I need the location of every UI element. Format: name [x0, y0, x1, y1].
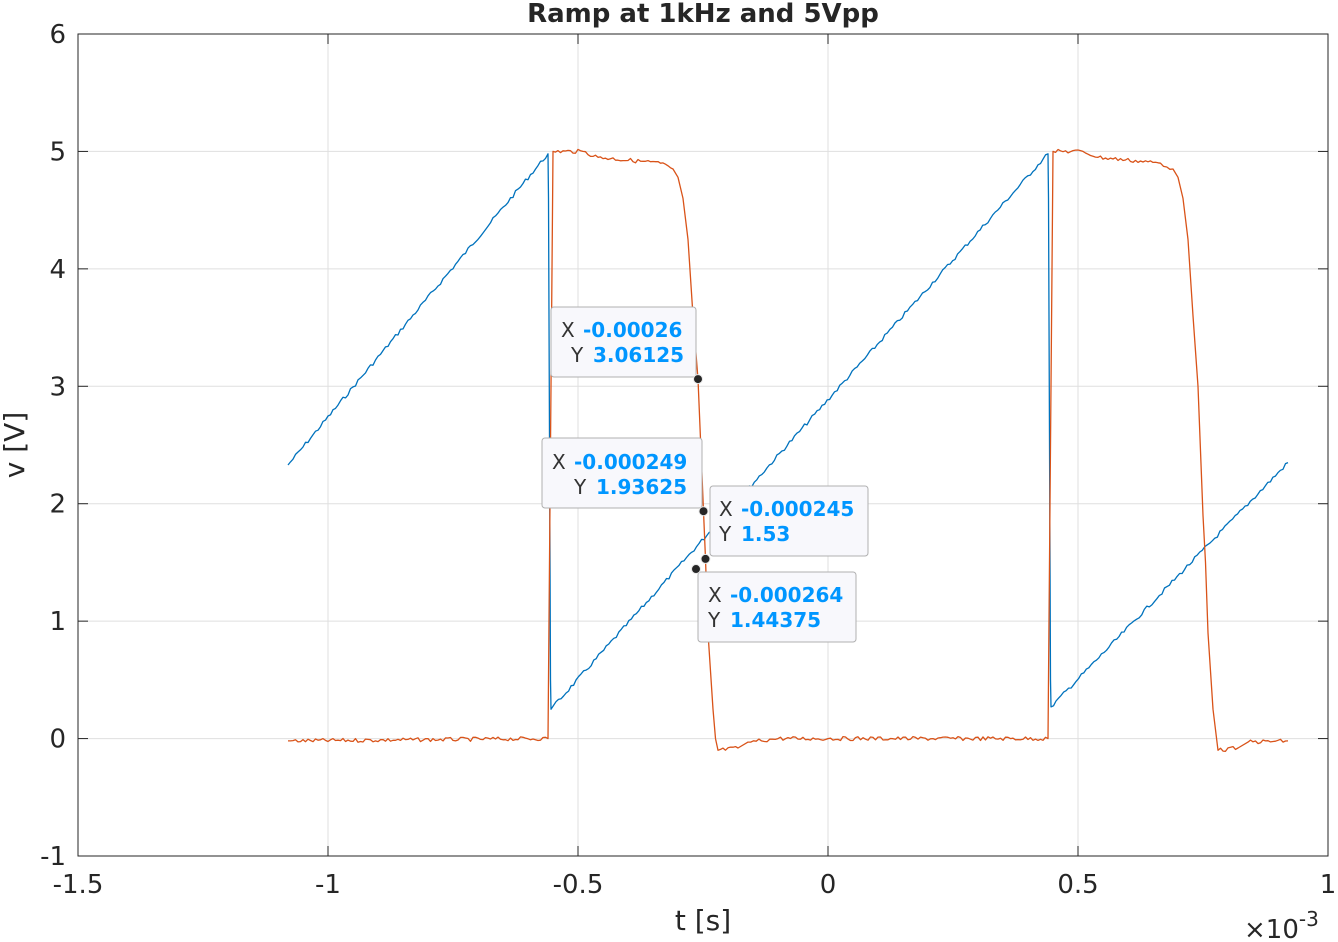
datatip-x-value: -0.00026	[583, 318, 682, 342]
datatip[interactable]: X -0.000264 Y 1.44375	[697, 571, 857, 643]
x-tick-label: -1.5	[53, 870, 104, 900]
datatip-y-label: Y	[707, 608, 721, 632]
y-tick-label: 5	[49, 137, 66, 167]
y-tick-label: 3	[49, 372, 66, 402]
datatip-y-label: Y	[718, 522, 732, 546]
datatip-x-value: -0.000249	[574, 450, 687, 474]
series-line-1	[287, 153, 1289, 710]
x-tick-label: 0.5	[1057, 870, 1098, 900]
y-tick-label: 4	[49, 255, 66, 285]
datatip-y-label: Y	[570, 343, 584, 367]
chart-title: Ramp at 1kHz and 5Vpp	[527, 0, 879, 29]
datatip-x-value: -0.000245	[741, 497, 854, 521]
datatip-marker[interactable]	[698, 506, 709, 517]
x-tick-label: -0.5	[553, 870, 604, 900]
datatip-y-value: 1.44375	[730, 608, 821, 632]
datatip-x-value: -0.000264	[730, 583, 843, 607]
x-tick-label: 0	[820, 870, 837, 900]
x-axis-label: t [s]	[675, 904, 731, 937]
datatip-x-label: X	[552, 450, 566, 474]
datatip-box	[697, 571, 857, 643]
y-axis-label: v [V]	[0, 412, 31, 478]
datatip-y-value: 1.93625	[596, 475, 687, 499]
datatip-y-label: Y	[573, 475, 587, 499]
datatip-box	[550, 306, 697, 378]
datatip-x-label: X	[561, 318, 575, 342]
x-tick-label: 1	[1320, 870, 1337, 900]
datatip-marker[interactable]	[691, 564, 701, 575]
datatip-marker[interactable]	[700, 553, 711, 564]
y-tick-label: 0	[49, 725, 66, 755]
plot-frame	[77, 33, 1329, 857]
datatip-x-label: X	[708, 583, 722, 607]
datatip[interactable]: X -0.000245 Y 1.53	[709, 485, 869, 557]
y-tick-label: 6	[49, 20, 66, 50]
datatip-y-value: 1.53	[741, 522, 790, 546]
x-axis-exponent: ×10-3	[1244, 907, 1319, 942]
x-axis: -1.5 -1 -0.5 0 0.5 1	[53, 34, 1337, 900]
datatip-box	[709, 485, 869, 557]
y-tick-label: -1	[40, 842, 66, 872]
datatip-box	[541, 437, 703, 509]
datatip-marker[interactable]	[693, 374, 703, 385]
x-tick-label: -1	[315, 870, 341, 900]
series-group	[287, 148, 1289, 752]
datatip-x-label: X	[719, 497, 733, 521]
plot-area	[78, 34, 1328, 856]
series-line-2	[288, 148, 1289, 752]
y-tick-label: 1	[49, 607, 66, 637]
x-axis-exponent-base: ×10	[1244, 915, 1299, 942]
datatip-y-value: 3.06125	[593, 343, 684, 367]
y-tick-label: 2	[49, 490, 66, 520]
y-axis: -1 0 1 2 3 4 5 6	[40, 20, 1328, 872]
x-axis-exponent-power: -3	[1299, 907, 1319, 931]
